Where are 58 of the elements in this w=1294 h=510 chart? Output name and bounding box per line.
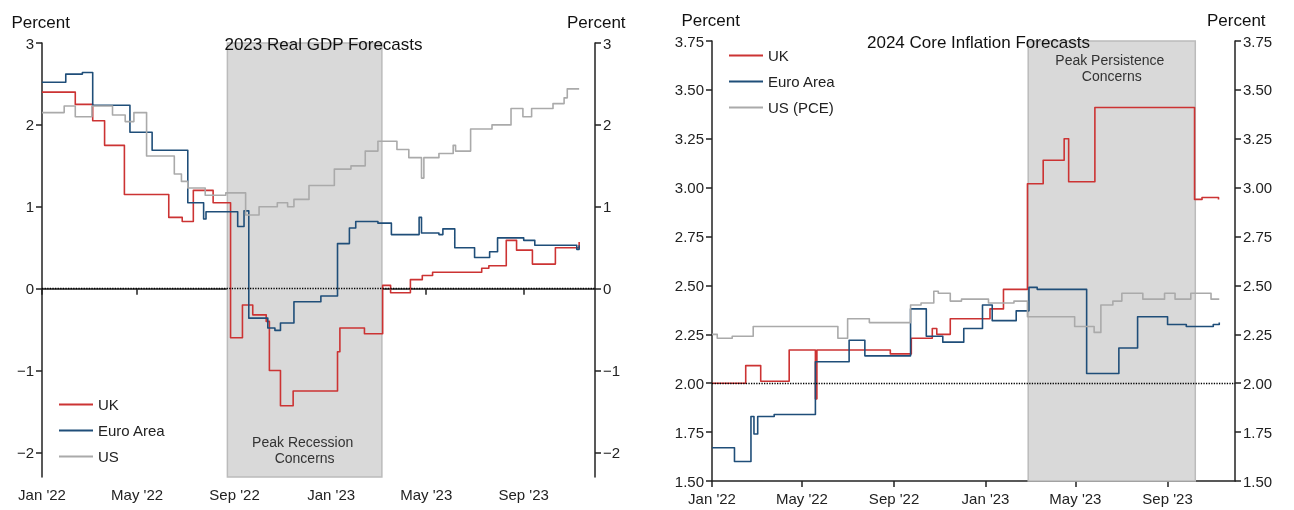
x-tick-label: Jan '23 bbox=[307, 486, 356, 503]
y2-tick-label: 3.00 bbox=[1243, 179, 1273, 197]
legend-label: UK bbox=[98, 396, 119, 413]
y-tick-label: 2.75 bbox=[674, 228, 704, 246]
y2-tick-label: 1.75 bbox=[1243, 423, 1273, 441]
y2-tick-label: 3 bbox=[603, 34, 612, 52]
x-tick-label: Sep '23 bbox=[498, 486, 549, 503]
y2-tick-label: −2 bbox=[603, 443, 621, 461]
y-tick-label: 0 bbox=[25, 280, 34, 298]
y2-tick-label: 2.00 bbox=[1243, 374, 1273, 392]
y-axis-title: Percent bbox=[681, 11, 741, 30]
x-tick-label: Sep '22 bbox=[209, 486, 260, 503]
y-tick-label: 2 bbox=[25, 116, 34, 134]
y-tick-label: 3.00 bbox=[674, 179, 704, 197]
y-tick-label: 1.75 bbox=[674, 423, 704, 441]
y-tick-label: 1 bbox=[25, 198, 34, 216]
y2-tick-label: 3.50 bbox=[1243, 81, 1273, 99]
legend-label: US bbox=[98, 448, 119, 465]
chart-title: 2024 Core Inflation Forecasts bbox=[866, 33, 1091, 52]
y2-tick-label: 2.25 bbox=[1243, 325, 1273, 343]
y2-tick-label: 0 bbox=[603, 280, 612, 298]
y2-tick-label: 3.75 bbox=[1243, 32, 1273, 50]
x-tick-label: Jan '23 bbox=[961, 490, 1010, 507]
y-tick-label: 2.00 bbox=[674, 374, 704, 392]
y2-axis-title: Percent bbox=[567, 13, 626, 32]
y2-axis-title: Percent bbox=[1207, 11, 1266, 30]
band-label: Peak Persistence Concerns bbox=[1055, 52, 1169, 85]
y2-tick-label: 1 bbox=[603, 198, 612, 216]
y2-tick-label: 2.50 bbox=[1243, 276, 1273, 294]
band-label: Peak Recession Concerns bbox=[252, 433, 358, 466]
y2-tick-label: −1 bbox=[603, 362, 621, 380]
x-tick-label: Jan '22 bbox=[18, 486, 66, 503]
x-tick-label: Sep '23 bbox=[1142, 490, 1193, 507]
legend-label: US (PCE) bbox=[768, 99, 834, 116]
legend-label: UK bbox=[768, 47, 789, 64]
y2-tick-label: 3.25 bbox=[1243, 130, 1273, 148]
x-tick-label: May '23 bbox=[1049, 490, 1102, 507]
x-tick-label: May '22 bbox=[111, 486, 164, 503]
x-tick-label: Jan '22 bbox=[688, 490, 736, 507]
x-tick-label: May '22 bbox=[775, 490, 828, 507]
y-axis-title: Percent bbox=[11, 13, 71, 32]
y2-tick-label: 2.75 bbox=[1243, 228, 1273, 246]
y-tick-label: 3 bbox=[25, 34, 34, 52]
x-tick-label: Sep '22 bbox=[868, 490, 920, 507]
y-tick-label: 3.75 bbox=[674, 32, 704, 50]
y-tick-label: 2.50 bbox=[674, 276, 704, 294]
legend-label: Euro Area bbox=[98, 422, 166, 439]
y-tick-label: −1 bbox=[16, 362, 34, 380]
chart-title: 2023 Real GDP Forecasts bbox=[224, 35, 423, 54]
y-tick-label: 3.25 bbox=[674, 130, 704, 148]
y-tick-label: 3.50 bbox=[674, 81, 704, 99]
x-tick-label: May '23 bbox=[400, 486, 453, 503]
y-tick-label: −2 bbox=[16, 443, 34, 461]
legend-label: Euro Area bbox=[768, 73, 836, 90]
y2-tick-label: 1.50 bbox=[1243, 472, 1273, 490]
y-tick-label: 1.50 bbox=[674, 472, 704, 490]
y2-tick-label: 2 bbox=[603, 116, 612, 134]
y-tick-label: 2.25 bbox=[674, 325, 704, 343]
